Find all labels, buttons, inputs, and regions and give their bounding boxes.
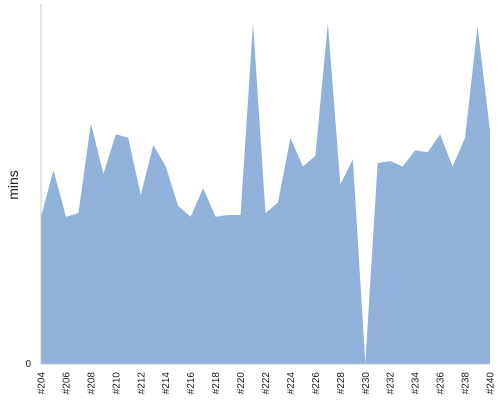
x-tick-label: #214 [161, 372, 172, 395]
x-tick-labels: #204 #206 #208 #210 #212 #214 #216 #218 #220 #222… [37, 372, 497, 395]
x-tick-label: #240 [486, 372, 497, 395]
x-tick-label: #210 [111, 372, 122, 395]
x-tick-label: #208 [86, 372, 97, 395]
y-tick-label: 0 [25, 359, 31, 370]
x-tick-label: #220 [236, 372, 247, 395]
x-tick-label: #236 [436, 372, 447, 395]
x-tick-label: #212 [136, 372, 147, 395]
x-tick-label: #204 [37, 372, 48, 395]
x-tick-label: #238 [461, 372, 472, 395]
x-tick-label: #226 [311, 372, 322, 395]
x-tick-label: #216 [186, 372, 197, 395]
x-tick-label: #228 [336, 372, 347, 395]
x-tick-label: #232 [386, 372, 397, 395]
x-tick-label: #222 [261, 372, 272, 395]
x-tick-label: #218 [211, 372, 222, 395]
x-tick-label: #224 [286, 372, 297, 395]
x-tick-label: #206 [61, 372, 72, 395]
x-tick-label: #230 [361, 372, 372, 395]
y-axis-label: mins [5, 170, 21, 200]
x-tick-label: #234 [411, 372, 422, 395]
area-layer [41, 22, 490, 364]
build-duration-area [41, 22, 490, 364]
